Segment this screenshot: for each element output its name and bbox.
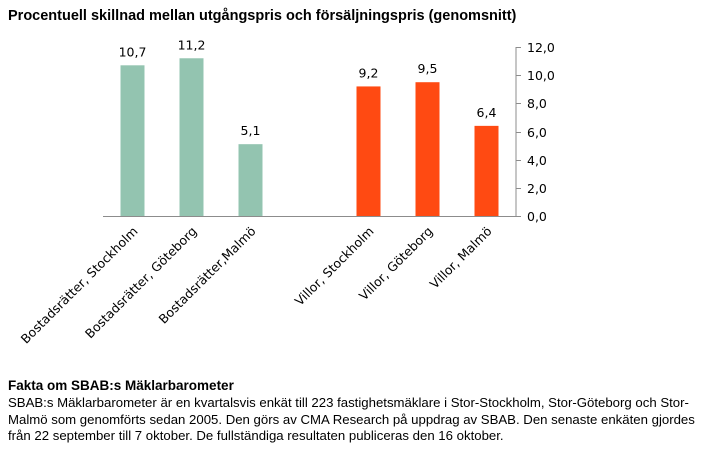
- bar-value-label: 9,5: [418, 61, 438, 76]
- bar: [238, 144, 263, 216]
- bar: [356, 86, 381, 216]
- bar-value-label: 9,2: [359, 65, 379, 80]
- bar: [474, 125, 499, 216]
- bar: [415, 82, 440, 216]
- y-tick-label: 8,0: [527, 96, 547, 111]
- x-tick-label: Bostadsrätter, Göteborg: [82, 224, 200, 342]
- bar-value-label: 11,2: [178, 37, 206, 52]
- facts-section: Fakta om SBAB:s Mäklarbarometer SBAB:s M…: [8, 378, 706, 445]
- y-axis: 0,0 2,0 4,0 6,0 8,0 10,0 12,0: [515, 40, 555, 224]
- chart-title: Procentuell skillnad mellan utgångspris …: [8, 8, 517, 24]
- x-tick-label: Bostadsrätter,Malmö: [155, 224, 258, 327]
- facts-heading: Fakta om SBAB:s Mäklarbarometer: [8, 378, 234, 393]
- y-tick-label: 2,0: [527, 181, 547, 196]
- bar-value-label: 5,1: [241, 123, 261, 138]
- bar-value-label: 10,7: [119, 44, 147, 59]
- bar: [179, 58, 204, 217]
- x-tick-label: Bostadsrätter, Stockholm: [18, 224, 141, 347]
- facts-body: SBAB:s Mäklarbarometer är en kvartalsvis…: [8, 395, 695, 443]
- bar-chart: 0,0 2,0 4,0 6,0 8,0 10,0 12,0 10,7 11,2 5,1 9,2 9,…: [18, 37, 555, 347]
- x-tick-label: Villor, Malmö: [427, 224, 495, 292]
- bar-value-label: 6,4: [477, 105, 497, 120]
- y-tick-label: 0,0: [527, 209, 547, 224]
- y-tick-label: 10,0: [527, 68, 555, 83]
- bar: [120, 65, 145, 216]
- bars: 10,7 11,2 5,1 9,2 9,5 6,4: [119, 37, 499, 217]
- y-tick-label: 12,0: [527, 40, 555, 55]
- y-tick-label: 6,0: [527, 125, 547, 140]
- y-tick-label: 4,0: [527, 153, 547, 168]
